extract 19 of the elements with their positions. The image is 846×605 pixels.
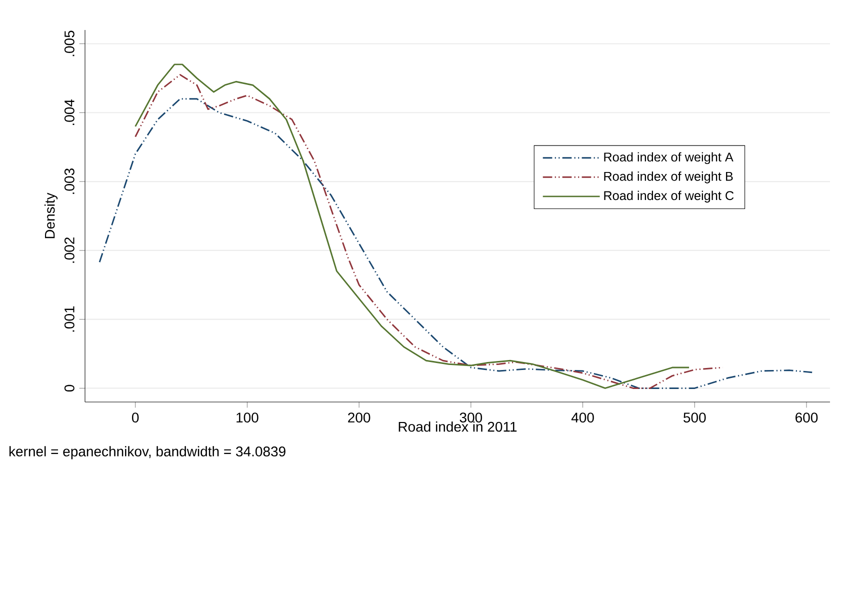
y-tick-label: .003 [64, 168, 74, 194]
y-tick-label: .004 [64, 99, 74, 126]
x-tick-label: 400 [571, 412, 594, 423]
x-tick-label: 200 [348, 412, 370, 423]
y-tick-label: 0 [64, 384, 74, 392]
legend-label: Road index of weight C [604, 190, 734, 203]
x-tick-label: 600 [796, 412, 818, 423]
x-tick-label: 100 [236, 412, 258, 423]
x-tick-label: 500 [684, 412, 706, 423]
legend-label: Road index of weight B [604, 172, 733, 184]
y-tick-label: .002 [64, 238, 74, 263]
x-axis-title: Road index in 2011 [398, 421, 517, 432]
x-tick-label: 300 [460, 412, 482, 423]
y-tick-label: .005 [64, 30, 74, 56]
y-tick-label: .001 [64, 306, 74, 332]
legend-label: Road index of weight A [604, 152, 734, 164]
text: kernel = epanechnikov, bandwidth = 34.0839 [9, 446, 286, 460]
x-tick-label: 0 [132, 412, 139, 423]
y-axis-title: Density [44, 192, 58, 238]
